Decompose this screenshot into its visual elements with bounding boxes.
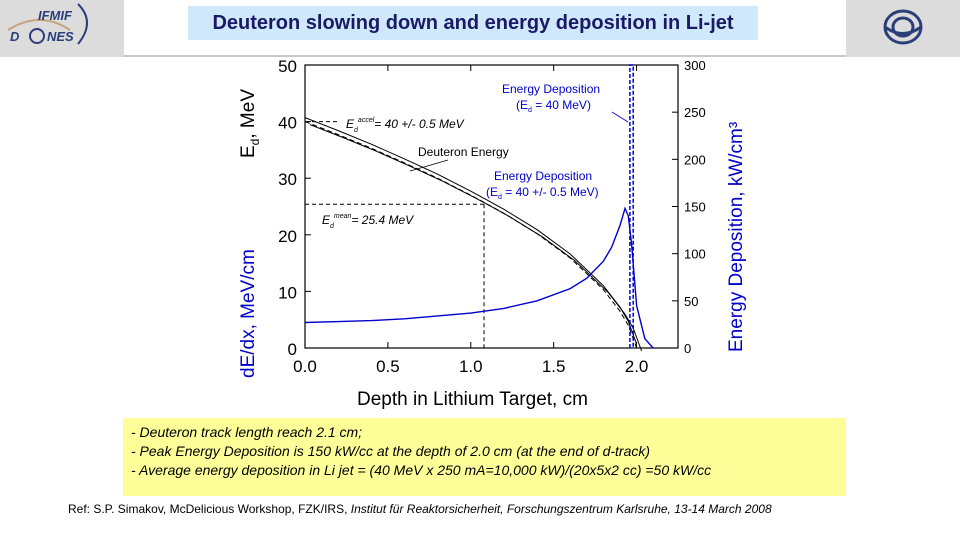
y-left-tick-label: 10 <box>278 283 297 302</box>
x-tick-label: 1.5 <box>542 357 566 376</box>
leader-edep-40 <box>611 111 629 123</box>
y-axis-label-energy: Ed, MeV <box>238 89 262 158</box>
annotation-edep-spread-line2: (Ed = 40 +/- 0.5 MeV) <box>486 185 599 201</box>
institute-logo-icon <box>883 9 923 45</box>
y-right-tick-label: 250 <box>684 105 706 120</box>
annotation-edep-spread-line1: Energy Deposition <box>494 169 592 183</box>
annotation-e-accel: Edaccel= 40 +/- 0.5 MeV <box>346 117 465 134</box>
logo-text-d: D <box>10 29 20 44</box>
note-line: - Peak Energy Deposition is 150 kW/cc at… <box>131 443 651 459</box>
leader-deuteron-energy <box>409 159 449 172</box>
y-left-tick-label: 20 <box>278 227 297 246</box>
energy-deposition-spread-line <box>304 206 654 349</box>
x-tick-label: 0.5 <box>376 357 400 376</box>
energy-deposition-40mev-line <box>629 64 634 348</box>
y-right-tick-label: 50 <box>684 294 698 309</box>
y-right-tick-label: 100 <box>684 247 706 262</box>
summary-notes: - Deuteron track length reach 2.1 cm; - … <box>123 418 846 496</box>
reference-line: Ref: S.P. Simakov, McDelicious Workshop,… <box>68 502 772 516</box>
y-right-tick-label: 150 <box>684 200 706 215</box>
institute-logo <box>846 0 960 57</box>
annotation-edep-40-line2: (Ed = 40 MeV) <box>516 98 591 114</box>
y-axis-label-dedx: dE/dx, MeV/cm <box>238 249 259 378</box>
x-tick-label: 1.0 <box>459 357 483 376</box>
y-left-tick-label: 40 <box>278 114 297 133</box>
ifmif-dones-logo: IFMIF D NES <box>0 0 124 57</box>
logo-text-nes: NES <box>47 29 74 44</box>
ifmif-dones-logo-graphic: IFMIF D NES <box>7 3 88 45</box>
y-left-tick-label: 30 <box>278 170 297 189</box>
note-line: - Deuteron track length reach 2.1 cm; <box>131 424 363 440</box>
logo-ring-icon <box>29 28 45 44</box>
y-left-tick-label: 50 <box>278 57 297 76</box>
annotation-edep-40-line1: Energy Deposition <box>502 82 600 96</box>
slide-title: Deuteron slowing down and energy deposit… <box>188 6 758 40</box>
x-axis-label: Depth in Lithium Target, cm <box>357 389 588 410</box>
header-divider <box>124 55 846 57</box>
y-right-tick-label: 300 <box>684 58 706 73</box>
x-tick-label: 2.0 <box>625 357 649 376</box>
reference-authors: Ref: S.P. Simakov, McDelicious Workshop,… <box>68 502 351 516</box>
logo-text-ifmif: IFMIF <box>38 8 73 23</box>
y-right-tick-label: 200 <box>684 152 706 167</box>
annotation-e-mean: Edmean= 25.4 MeV <box>322 213 414 230</box>
y-right-tick-label: 0 <box>684 341 691 356</box>
x-tick-label: 0.0 <box>293 357 317 376</box>
y-axis-label-energy-deposition: Energy Deposition, kW/cm³ <box>726 122 747 352</box>
y-left-tick-label: 0 <box>288 340 297 359</box>
reference-institute: Institut für Reaktorsicherheit, Forschun… <box>350 502 772 516</box>
annotation-deuteron-energy: Deuteron Energy <box>418 145 509 159</box>
note-line: - Average energy deposition in Li jet = … <box>131 462 712 478</box>
deuteron-energy-lower-line <box>309 124 643 352</box>
